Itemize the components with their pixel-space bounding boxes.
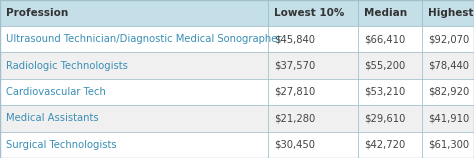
- Bar: [268, 26, 358, 52]
- Text: $66,410: $66,410: [364, 34, 405, 44]
- Text: Cardiovascular Tech: Cardiovascular Tech: [6, 87, 106, 97]
- Bar: [268, 52, 358, 79]
- Text: Medical Assistants: Medical Assistants: [6, 113, 99, 123]
- Text: $41,910: $41,910: [428, 113, 469, 123]
- Bar: [422, 52, 474, 79]
- Bar: [422, 0, 474, 26]
- Bar: [0, 52, 268, 79]
- Bar: [358, 132, 422, 158]
- Text: Radiologic Technologists: Radiologic Technologists: [6, 61, 128, 71]
- Text: Highest 10%: Highest 10%: [428, 8, 474, 18]
- Text: $78,440: $78,440: [428, 61, 469, 71]
- Bar: [422, 105, 474, 132]
- Bar: [0, 105, 268, 132]
- Text: $53,210: $53,210: [364, 87, 405, 97]
- Text: $55,200: $55,200: [364, 61, 405, 71]
- Text: Surgical Technologists: Surgical Technologists: [6, 140, 117, 150]
- Bar: [422, 26, 474, 52]
- Text: $21,280: $21,280: [274, 113, 315, 123]
- Bar: [358, 79, 422, 105]
- Bar: [422, 79, 474, 105]
- Bar: [0, 26, 268, 52]
- Bar: [268, 105, 358, 132]
- Bar: [0, 79, 268, 105]
- Text: $27,810: $27,810: [274, 87, 315, 97]
- Bar: [268, 0, 358, 26]
- Bar: [268, 132, 358, 158]
- Text: $29,610: $29,610: [364, 113, 405, 123]
- Text: Lowest 10%: Lowest 10%: [274, 8, 345, 18]
- Text: $92,070: $92,070: [428, 34, 469, 44]
- Text: $45,840: $45,840: [274, 34, 315, 44]
- Bar: [358, 26, 422, 52]
- Text: $37,570: $37,570: [274, 61, 315, 71]
- Text: $42,720: $42,720: [364, 140, 405, 150]
- Bar: [268, 79, 358, 105]
- Bar: [358, 52, 422, 79]
- Text: $61,300: $61,300: [428, 140, 469, 150]
- Text: Ultrasound Technician/Diagnostic Medical Sonographer: Ultrasound Technician/Diagnostic Medical…: [6, 34, 282, 44]
- Bar: [0, 132, 268, 158]
- Bar: [422, 132, 474, 158]
- Text: Profession: Profession: [6, 8, 68, 18]
- Bar: [358, 105, 422, 132]
- Text: $82,920: $82,920: [428, 87, 469, 97]
- Text: Median: Median: [364, 8, 407, 18]
- Bar: [0, 0, 268, 26]
- Bar: [358, 0, 422, 26]
- Text: $30,450: $30,450: [274, 140, 315, 150]
